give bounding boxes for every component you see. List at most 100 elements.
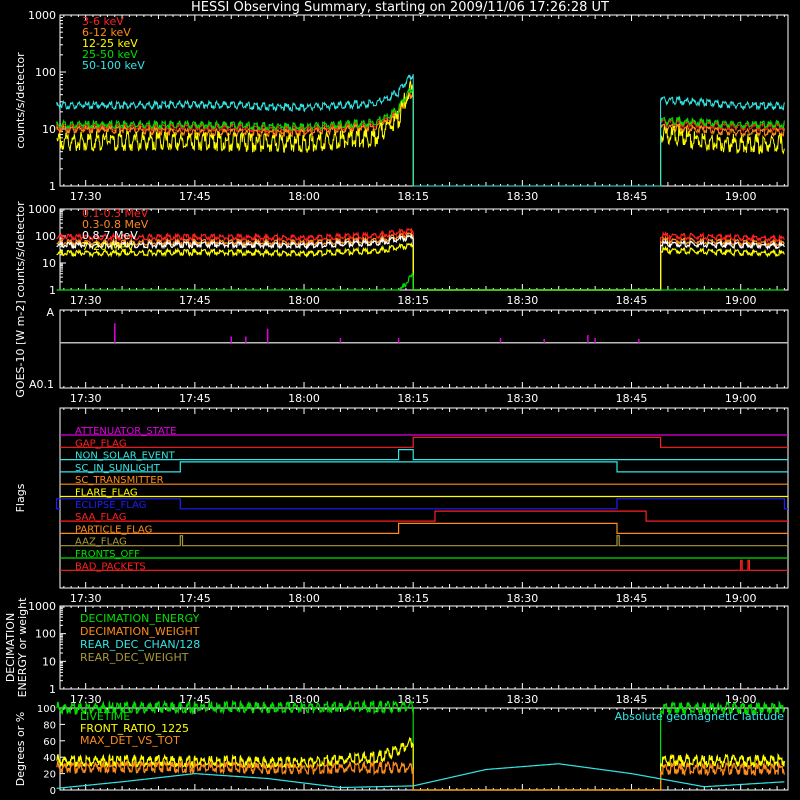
- y-tick-label: 100: [37, 704, 56, 715]
- legend-entry: MAX_DET_VS_TOT: [80, 734, 180, 747]
- time-tick-label: 18:30: [507, 693, 539, 706]
- legend-entry: REAR_DEC_CHAN/128: [80, 638, 200, 651]
- legend-entry: 7-20 MeV: [82, 240, 135, 253]
- series-line-0.3-0.8-MeV: [56, 231, 785, 291]
- y-tick-label: 10: [42, 655, 56, 668]
- time-tick-label: 18:45: [616, 592, 648, 605]
- flag-label: GAP_FLAG: [75, 438, 127, 449]
- y-tick-label: 1: [49, 683, 56, 696]
- time-tick-label: 17:30: [70, 294, 102, 307]
- y-tick-label: A: [46, 306, 54, 319]
- time-tick-label: 18:30: [507, 294, 539, 307]
- annotation: Absolute geomagnetic latitude: [615, 710, 785, 723]
- legend-entry: FRONT_RATIO_1225: [80, 722, 189, 735]
- flag-label: BAD_PACKETS: [75, 561, 146, 572]
- time-tick-label: 17:45: [179, 190, 211, 203]
- time-tick-label: 18:00: [288, 592, 320, 605]
- flag-label: NON_SOLAR_EVENT: [75, 451, 176, 462]
- y-tick-label: 100: [35, 66, 56, 79]
- legend-entry: DECIMATION_WEIGHT: [80, 625, 200, 638]
- time-tick-label: 18:00: [288, 190, 320, 203]
- legend-entry: DECIMATION_ENERGY: [80, 612, 200, 625]
- legend-entry: 12-25 keV: [82, 37, 138, 50]
- flag-label: AAZ_FLAG: [75, 537, 127, 548]
- y-axis-label-4: Flags: [14, 483, 27, 512]
- y-tick-label: 40: [43, 753, 56, 764]
- time-tick-label: 18:15: [397, 294, 429, 307]
- time-tick-label: 19:00: [725, 592, 757, 605]
- y-tick-label: 1000: [28, 203, 56, 216]
- panel-frame-5: [59, 605, 789, 690]
- panel-frame-3: [59, 309, 789, 389]
- time-tick-label: 18:45: [616, 294, 648, 307]
- y-tick-label: 10: [42, 123, 56, 136]
- time-tick-label: 18:15: [397, 190, 429, 203]
- y-tick-label: 1000: [28, 9, 56, 22]
- time-tick-label: 18:45: [616, 190, 648, 203]
- panel-frame-1: [59, 14, 789, 187]
- y-tick-label: 1: [49, 180, 56, 193]
- time-tick-label: 17:30: [70, 592, 102, 605]
- time-tick-label: 18:00: [288, 294, 320, 307]
- time-tick-label: 18:30: [507, 190, 539, 203]
- legend-entry: 0.8-7 MeV: [82, 229, 138, 242]
- time-tick-label: 17:45: [179, 693, 211, 706]
- time-tick-label: 18:30: [507, 392, 539, 405]
- flag-label: FLARE_FLAG: [75, 488, 138, 499]
- time-tick-label: 19:00: [725, 190, 757, 203]
- plot-title: HESSI Observing Summary, starting on 200…: [191, 0, 609, 15]
- flag-line-sc_in_sunlight: [60, 461, 788, 473]
- flag-label: PARTICLE_FLAG: [75, 524, 152, 535]
- time-tick-label: 19:00: [725, 693, 757, 706]
- y-tick-label: 10: [42, 257, 56, 270]
- y-axis-label-2: counts/s/detector: [14, 201, 27, 298]
- flag-label: SC_IN_SUNLIGHT: [75, 463, 161, 474]
- legend-entry: 25-50 keV: [82, 48, 138, 61]
- y-axis-label-6: Degrees or %: [14, 712, 27, 786]
- flag-label: ECLIPSE_FLAG: [75, 500, 146, 511]
- flag-line-saa_flag: [60, 510, 788, 522]
- time-tick-label: 18:15: [397, 592, 429, 605]
- flag-label: SAA_FLAG: [75, 512, 126, 523]
- panel-frame-4: [59, 407, 789, 589]
- time-tick-label: 18:30: [507, 592, 539, 605]
- flag-line-bad_packets: [60, 559, 788, 571]
- time-tick-label: 18:15: [397, 693, 429, 706]
- time-tick-label: 18:00: [288, 392, 320, 405]
- legend-entry: REAR_DEC_WEIGHT: [80, 651, 189, 664]
- y-axis-label-1: counts/s/detector: [14, 52, 27, 149]
- y-axis-label-5b: ENERGY or weight: [16, 597, 29, 697]
- legend-entry: 3-6 keV: [82, 15, 124, 28]
- time-tick-label: 17:45: [179, 392, 211, 405]
- series-line-7-20-MeV: [56, 242, 785, 291]
- time-tick-label: 19:00: [725, 294, 757, 307]
- y-axis-label-5a: DECIMATION: [4, 613, 17, 682]
- y-tick-label: A0.1: [29, 378, 54, 391]
- flag-line-particle_flag: [60, 522, 788, 534]
- y-tick-label: 1: [49, 284, 56, 297]
- time-tick-label: 18:45: [616, 392, 648, 405]
- y-axis-label-3: GOES-10 [W m-2]: [14, 300, 27, 397]
- y-tick-label: 1000: [28, 600, 56, 613]
- legend-entry: 50-100 keV: [82, 59, 145, 72]
- time-tick-label: 17:30: [70, 190, 102, 203]
- legend-entry: 0.1-0.3 MeV: [82, 207, 149, 220]
- series-line-gamma-green: [56, 272, 785, 291]
- time-tick-label: 19:00: [725, 392, 757, 405]
- legend-entry: 0.3-0.8 MeV: [82, 218, 149, 231]
- time-tick-label: 17:30: [70, 392, 102, 405]
- flag-line-aaz_flag: [60, 535, 788, 547]
- series-line-0.1-0.3-MeV: [56, 227, 785, 291]
- series-line-50-100-keV: [56, 74, 785, 187]
- y-tick-label: 100: [35, 230, 56, 243]
- flag-label: ATTENUATOR_STATE: [75, 426, 176, 437]
- time-tick-label: 18:45: [616, 693, 648, 706]
- series-line-0.8-7-MeV: [56, 233, 785, 291]
- y-tick-label: 20: [43, 770, 56, 781]
- flag-line-eclipse_flag: [56, 498, 788, 510]
- time-tick-label: 17:45: [179, 592, 211, 605]
- flag-label: SC_TRANSMITTER: [75, 475, 164, 486]
- y-tick-label: 100: [35, 628, 56, 641]
- y-tick-label: 80: [43, 720, 56, 731]
- flag-label: FRONTS_OFF: [75, 549, 140, 560]
